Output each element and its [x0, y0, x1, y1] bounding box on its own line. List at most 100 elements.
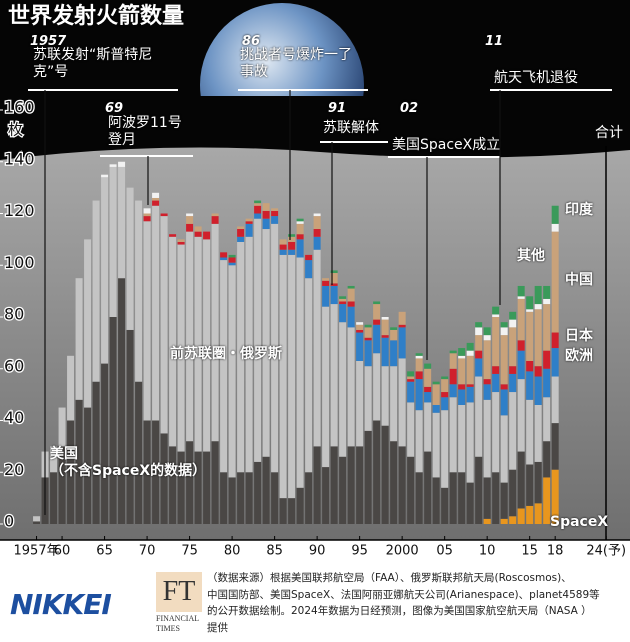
- bar-segment: [415, 472, 423, 524]
- bar-segment: [500, 327, 508, 336]
- bar-segment: [67, 420, 75, 524]
- bar-segment: [50, 472, 58, 524]
- bar-segment: [390, 366, 398, 442]
- bar-segment: [398, 358, 406, 447]
- bar-segment: [483, 327, 491, 336]
- bar-segment: [373, 304, 381, 320]
- annotation-text: 阿波罗11号 登月: [108, 115, 182, 148]
- bar-segment: [551, 376, 559, 424]
- bar-segment: [254, 205, 262, 214]
- source-note: （数据来源）根据美国联邦航空局（FAA）、俄罗斯联邦航天局(Roscosmos)…: [207, 572, 600, 634]
- bar-segment: [194, 451, 202, 524]
- bar-segment: [475, 327, 483, 336]
- bar-segment: [126, 187, 134, 330]
- bar-segment: [483, 384, 491, 400]
- bar-segment: [458, 384, 466, 390]
- annotation-text: 航天飞机退役: [494, 70, 578, 86]
- bar-segment: [143, 216, 151, 222]
- bar-segment: [526, 296, 534, 310]
- bar-segment: [279, 254, 287, 499]
- x-tick-label: 10: [479, 544, 496, 559]
- bar-segment: [534, 304, 542, 310]
- bar-segment: [118, 166, 126, 279]
- bar-segment: [458, 389, 466, 405]
- bar-segment: [237, 241, 245, 473]
- bar-segment: [466, 384, 474, 387]
- bar-segment: [500, 389, 508, 416]
- bar-segment: [254, 213, 262, 219]
- bar-segment: [509, 392, 517, 470]
- bar-segment: [288, 249, 296, 255]
- bar-segment: [347, 446, 355, 524]
- bar-segment: [211, 216, 219, 224]
- bar-segment: [407, 371, 415, 377]
- bar-segment: [356, 324, 364, 330]
- bar-segment: [407, 379, 415, 382]
- bar-segment: [237, 229, 245, 237]
- bar-segment: [500, 415, 508, 483]
- bar-segment: [322, 467, 330, 524]
- y-tick-label: 40: [4, 408, 24, 427]
- bar-segment: [390, 441, 398, 524]
- bar-segment: [305, 472, 313, 524]
- bar-segment: [356, 322, 364, 325]
- bar-segment: [262, 210, 270, 219]
- bar-segment: [143, 213, 151, 217]
- bar-segment: [271, 208, 279, 211]
- bar-segment: [390, 327, 398, 330]
- y-unit: 枚: [8, 121, 23, 139]
- bar-segment: [356, 329, 364, 333]
- bar-segment: [543, 368, 551, 398]
- bar-segment: [543, 477, 551, 524]
- annotation-year: 69: [105, 101, 124, 116]
- bar-segment: [288, 241, 296, 250]
- bar-segment: [373, 353, 381, 421]
- bar-segment: [424, 363, 432, 369]
- bar-segment: [364, 327, 372, 338]
- bar-segment: [492, 366, 500, 374]
- bar-segment: [551, 205, 559, 224]
- bar-segment: [415, 371, 423, 380]
- annotation-year: 1957: [30, 34, 67, 49]
- bar-segment: [449, 353, 457, 369]
- bar-segment: [466, 482, 474, 524]
- bar-segment: [500, 322, 508, 328]
- bar-segment: [492, 392, 500, 473]
- bar-segment: [534, 309, 542, 367]
- bar-segment: [415, 355, 423, 359]
- series-label: 日本: [565, 328, 593, 344]
- series-label: SpaceX: [550, 514, 609, 530]
- bar-segment: [305, 260, 313, 279]
- bar-segment: [407, 381, 415, 403]
- bar-segment: [330, 285, 338, 305]
- bar-segment: [492, 373, 500, 393]
- bar-segment: [177, 451, 185, 524]
- bar-segment: [186, 441, 194, 524]
- bar-segment: [245, 221, 253, 224]
- y-tick-label: 80: [4, 305, 24, 324]
- x-tick-label: 05: [436, 544, 453, 559]
- bar-segment: [441, 392, 449, 398]
- bar-segment: [475, 350, 483, 359]
- annotation-year: 91: [328, 101, 347, 116]
- bar-segment: [220, 257, 228, 261]
- ft-name: FINANCIAL TIMES: [156, 614, 200, 633]
- bar-segment: [534, 503, 542, 524]
- series-label: 前苏联圏・俄罗斯: [170, 346, 282, 362]
- bar-segment: [449, 350, 457, 354]
- bar-segment: [118, 278, 126, 524]
- bar-segment: [551, 469, 559, 524]
- bar-segment: [143, 208, 151, 214]
- bar-segment: [296, 257, 304, 488]
- bar-segment: [432, 412, 440, 478]
- bar-segment: [279, 244, 287, 250]
- bar-segment: [517, 298, 525, 341]
- bar-segment: [492, 472, 500, 524]
- bar-segment: [237, 472, 245, 524]
- bar-segment: [152, 192, 160, 198]
- bar-segment: [526, 399, 534, 465]
- bar-segment: [58, 446, 66, 524]
- bar-segment: [534, 461, 542, 504]
